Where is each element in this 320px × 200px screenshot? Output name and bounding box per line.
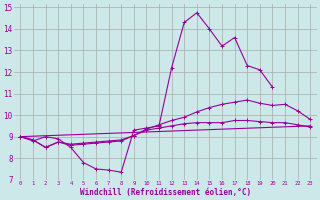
X-axis label: Windchill (Refroidissement éolien,°C): Windchill (Refroidissement éolien,°C): [80, 188, 251, 197]
